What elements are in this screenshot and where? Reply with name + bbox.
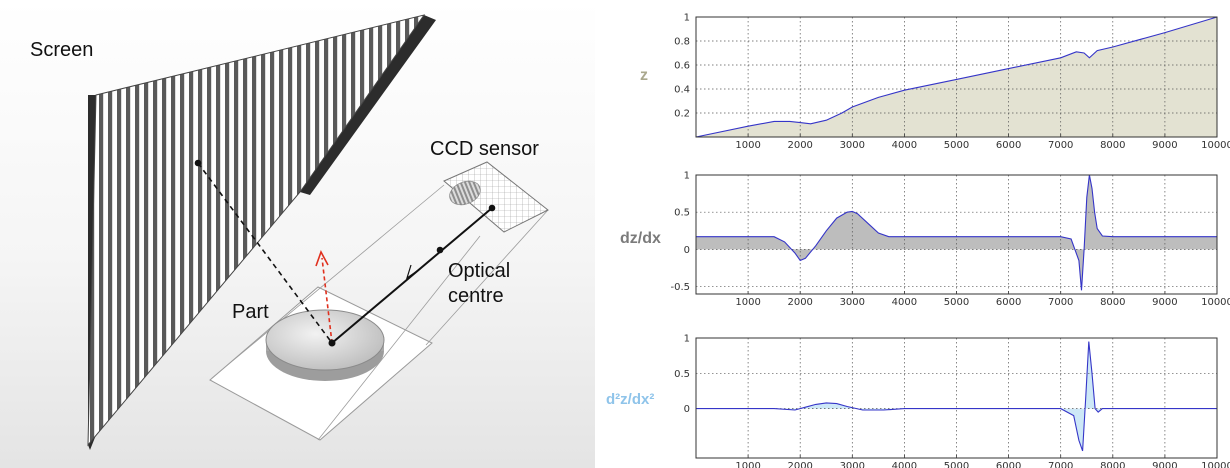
screen-point — [194, 159, 202, 167]
plot-background — [696, 175, 1217, 294]
x-tick-label: 5000 — [944, 297, 969, 308]
label-screen: Screen — [30, 39, 93, 61]
chief-ray — [331, 207, 493, 344]
label-ccd-sensor: CCD sensor — [430, 138, 539, 160]
y-tick-label: 0.5 — [674, 369, 690, 380]
x-tick-label: 5000 — [944, 461, 969, 468]
normal-arrowhead — [315, 250, 329, 267]
part-point — [328, 339, 336, 347]
y-tick-label: -0.5 — [670, 282, 690, 293]
optical-centre-point — [436, 246, 444, 254]
x-tick-label: 7000 — [1048, 140, 1073, 151]
y-tick-label: 1 — [684, 334, 690, 345]
y-axis-label: dz/dx — [620, 230, 661, 247]
y-axis-label: d²z/dx² — [606, 391, 654, 408]
y-tick-label: 0.4 — [674, 85, 690, 96]
surface-normal-ray — [321, 257, 333, 344]
x-tick-label: 8000 — [1100, 140, 1125, 151]
x-tick-label: 4000 — [892, 461, 917, 468]
y-tick-label: 0.6 — [674, 61, 690, 72]
x-tick-label: 1000 — [735, 461, 760, 468]
y-tick-label: 0.2 — [674, 109, 690, 120]
reflected-ray-dashed — [197, 162, 333, 344]
area-fill — [696, 17, 1217, 137]
x-tick-label: 6000 — [996, 140, 1021, 151]
x-tick-label: 10000 — [1201, 140, 1230, 151]
x-tick-label: 7000 — [1048, 461, 1073, 468]
chart-1: 1000 2000 3000 4000 5000 6000 7000 8000 9000 1000… — [620, 171, 1230, 309]
x-tick-label: 7000 — [1048, 297, 1073, 308]
series-line — [696, 174, 1217, 291]
x-tick-label: 10000 — [1201, 297, 1230, 308]
x-tick-label: 2000 — [787, 140, 812, 151]
part-disc — [265, 309, 385, 381]
x-tick-label: 9000 — [1152, 140, 1177, 151]
x-tick-label: 9000 — [1152, 461, 1177, 468]
x-tick-label: 2000 — [787, 461, 812, 468]
y-tick-label: 0.5 — [674, 208, 690, 219]
chart-2: 1000 2000 3000 4000 5000 6000 7000 8000 9000 1000… — [606, 334, 1230, 468]
chart-0: 1000 2000 3000 4000 5000 6000 7000 8000 9000 1000… — [640, 13, 1230, 152]
projection-lines — [211, 184, 549, 441]
x-tick-label: 3000 — [840, 461, 865, 468]
x-tick-label: 1000 — [735, 140, 760, 151]
x-tick-label: 9000 — [1152, 297, 1177, 308]
y-tick-label: 1 — [684, 13, 690, 24]
profile-charts: 1000 2000 3000 4000 5000 6000 7000 8000 9000 1000… — [606, 13, 1230, 468]
screen-edge-right — [300, 15, 436, 195]
sensor-point — [488, 204, 496, 212]
x-tick-label: 8000 — [1100, 461, 1125, 468]
y-tick-label: 0 — [684, 245, 690, 256]
label-centre: centre — [448, 285, 504, 307]
label-part: Part — [232, 301, 269, 323]
x-tick-label: 6000 — [996, 297, 1021, 308]
x-tick-label: 8000 — [1100, 297, 1125, 308]
x-tick-label: 4000 — [892, 297, 917, 308]
x-tick-label: 1000 — [735, 297, 760, 308]
x-tick-label: 3000 — [840, 297, 865, 308]
x-tick-label: 5000 — [944, 140, 969, 151]
x-tick-label: 3000 — [840, 140, 865, 151]
x-tick-label: 6000 — [996, 461, 1021, 468]
y-tick-label: 1 — [684, 171, 690, 182]
x-tick-label: 4000 — [892, 140, 917, 151]
y-tick-label: 0 — [684, 404, 690, 415]
fringe-screen — [87, 14, 426, 447]
x-tick-label: 10000 — [1201, 461, 1230, 468]
y-tick-label: 0.8 — [674, 37, 690, 48]
measurement-setup-diagram: Screen CCD sensor Optical centre Part — [0, 0, 595, 468]
series-line — [696, 341, 1217, 452]
x-tick-label: 2000 — [787, 297, 812, 308]
label-optical: Optical — [448, 260, 510, 282]
ray-direction-arrow — [405, 264, 421, 280]
y-axis-label: z — [640, 67, 648, 84]
